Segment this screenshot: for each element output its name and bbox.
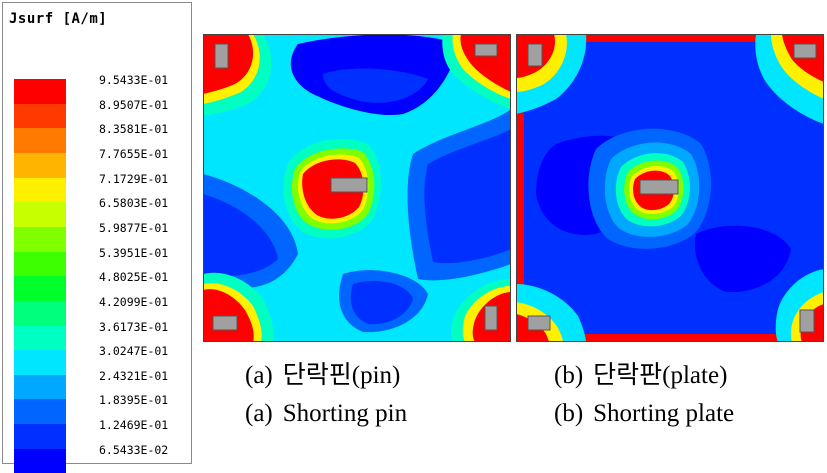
legend-label: 6.5433E-02 bbox=[99, 442, 169, 457]
caption-b-english-text: Shorting plate bbox=[593, 400, 735, 427]
caption-b-english: (b) Shorting plate bbox=[554, 400, 734, 428]
caption-a-korean-text: 단락핀(pin) bbox=[282, 362, 401, 389]
legend-label: 2.4321E-01 bbox=[99, 368, 169, 383]
legend-swatch bbox=[14, 251, 66, 277]
current-plot-shorting-pin bbox=[203, 34, 511, 342]
legend-swatch bbox=[14, 103, 66, 129]
current-plot-shorting-plate bbox=[516, 34, 824, 342]
legend-label: 7.7655E-01 bbox=[99, 146, 169, 161]
caption-b-prefix: (b) bbox=[554, 362, 584, 389]
surface-current-map-a bbox=[203, 34, 511, 342]
legend-swatch bbox=[14, 152, 66, 178]
legend-swatch bbox=[14, 424, 66, 449]
caption-a-prefix: (a) bbox=[245, 362, 273, 389]
legend-swatch bbox=[14, 399, 66, 425]
legend-label: 1.8395E-01 bbox=[99, 393, 169, 408]
caption-b-prefix-2: (b) bbox=[554, 400, 584, 427]
legend-label: 4.8025E-01 bbox=[99, 270, 169, 285]
legend-swatch bbox=[14, 300, 66, 326]
legend-label: 5.9877E-01 bbox=[99, 220, 169, 235]
caption-a-english-text: Shorting pin bbox=[282, 400, 408, 427]
legend-swatch bbox=[14, 79, 66, 104]
caption-a-korean: (a) 단락핀(pin) bbox=[245, 355, 400, 391]
legend-swatch bbox=[14, 448, 66, 473]
legend-swatch bbox=[14, 177, 66, 203]
legend-swatch bbox=[14, 128, 66, 153]
surface-current-map-b bbox=[516, 34, 824, 342]
legend-swatch bbox=[14, 202, 66, 227]
legend-title: Jsurf [A/m] bbox=[9, 11, 108, 27]
legend-swatch bbox=[14, 226, 66, 252]
color-legend: Jsurf [A/m] 9.5433E-01 8.9507E-01 8.3581E-… bbox=[2, 2, 192, 473]
caption-b-korean: (b) 단락판(plate) bbox=[554, 355, 727, 391]
legend-swatch bbox=[14, 325, 66, 351]
legend-swatch bbox=[14, 276, 66, 301]
legend-label: 7.1729E-01 bbox=[99, 171, 169, 186]
legend-label: 9.5433E-01 bbox=[99, 73, 169, 87]
legend-swatch-column bbox=[14, 79, 66, 473]
legend-label: 4.2099E-01 bbox=[99, 294, 169, 309]
legend-label: 8.9507E-01 bbox=[99, 97, 169, 112]
legend-label: 5.3951E-01 bbox=[99, 245, 169, 260]
legend-label: 3.6173E-01 bbox=[99, 319, 169, 334]
legend-label: 8.3581E-01 bbox=[99, 122, 169, 137]
legend-swatch bbox=[14, 374, 66, 400]
legend-label: 6.5803E-01 bbox=[99, 196, 169, 211]
legend-swatch bbox=[14, 350, 66, 375]
legend-label: 1.2469E-01 bbox=[99, 418, 169, 433]
caption-a-english: (a) Shorting pin bbox=[245, 400, 407, 428]
caption-a-prefix-2: (a) bbox=[245, 400, 273, 427]
legend-label: 3.0247E-01 bbox=[99, 344, 169, 359]
caption-b-korean-text: 단락판(plate) bbox=[593, 362, 728, 389]
